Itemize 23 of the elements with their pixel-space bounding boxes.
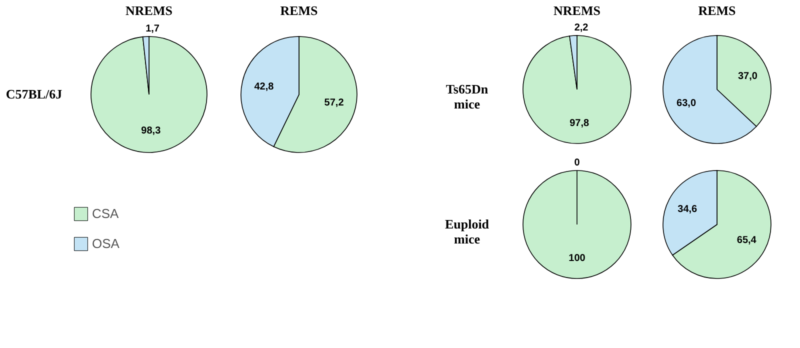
legend-label: OSA <box>92 236 120 251</box>
data-label: 37,0 <box>738 71 758 82</box>
chart-title: NREMS <box>126 3 172 18</box>
data-label: 57,2 <box>324 98 344 109</box>
text: Euploid mice <box>444 216 490 246</box>
chart-title: REMS <box>280 3 318 18</box>
data-label: 98,3 <box>141 125 162 136</box>
data-label: 65,4 <box>736 235 757 246</box>
data-label: 100 <box>568 252 586 264</box>
data-label: 42,8 <box>254 81 274 92</box>
data-label: 97,8 <box>570 118 590 129</box>
pie-slice <box>522 35 632 144</box>
data-label: 63,0 <box>676 98 696 109</box>
text: C57BL/6J <box>6 86 63 102</box>
chart-title: REMS <box>698 3 736 18</box>
data-label: 34,6 <box>678 204 698 215</box>
data-label: 1,7 <box>146 24 160 35</box>
text: 0 <box>574 158 580 168</box>
pie-slice <box>90 36 208 153</box>
chart-title: NREMS <box>554 3 600 18</box>
data-label: 2,2 <box>574 22 589 34</box>
text: Ts65Dn mice <box>446 82 489 112</box>
legend-label: CSA <box>92 206 120 221</box>
